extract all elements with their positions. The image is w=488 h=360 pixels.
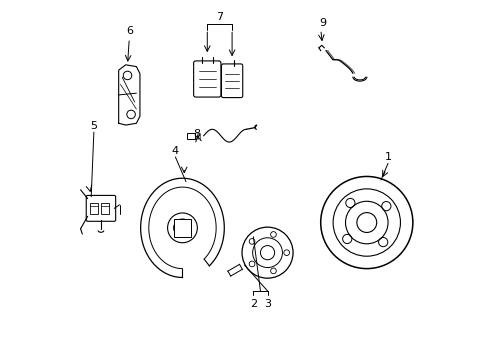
Text: 4: 4: [171, 146, 179, 156]
Text: 3: 3: [264, 299, 270, 309]
Text: 2: 2: [249, 299, 256, 309]
Bar: [101, 203, 108, 214]
Text: 9: 9: [318, 18, 325, 28]
Bar: [173, 219, 191, 237]
FancyBboxPatch shape: [221, 64, 242, 98]
Bar: [187, 132, 195, 139]
Text: 1: 1: [384, 152, 391, 162]
Text: 5: 5: [90, 121, 97, 131]
Text: 6: 6: [125, 26, 133, 36]
Text: 8: 8: [193, 129, 200, 139]
Bar: [90, 203, 98, 214]
FancyBboxPatch shape: [86, 195, 116, 221]
Text: 7: 7: [216, 12, 223, 22]
FancyBboxPatch shape: [193, 61, 221, 97]
